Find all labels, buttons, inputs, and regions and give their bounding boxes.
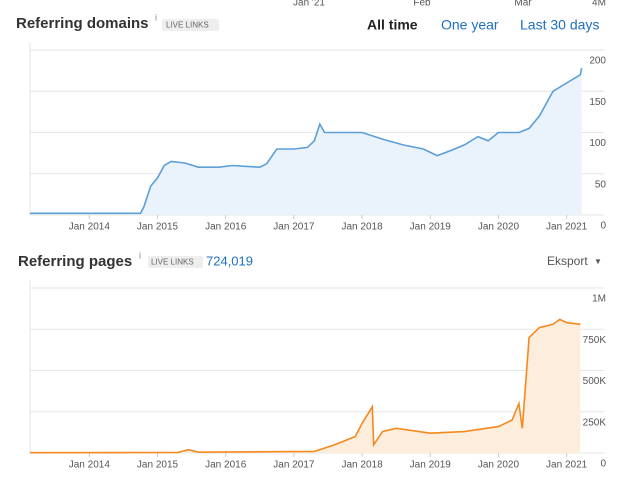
line <box>30 68 583 215</box>
y-tick-label: 150 <box>589 97 606 108</box>
period-tab[interactable]: One year <box>441 17 499 33</box>
x-tick-label: Jan 2021 <box>546 222 588 233</box>
top-axis-label: 4M <box>592 0 606 9</box>
x-tick-label: Jan 2016 <box>205 460 247 471</box>
chart-title: Referring pages <box>18 253 132 270</box>
chart-title: Referring domains <box>16 15 149 32</box>
x-tick-label: Jan 2015 <box>137 460 179 471</box>
x-tick-label: Jan 2014 <box>69 222 111 233</box>
period-tab[interactable]: All time <box>367 17 418 33</box>
x-tick-label: Jan 2020 <box>478 460 520 471</box>
y-tick-label: 0 <box>600 221 606 232</box>
x-tick-label: Jan 2016 <box>205 222 247 233</box>
area-fill <box>30 319 581 453</box>
x-tick-label: Jan 2014 <box>69 460 111 471</box>
x-tick-label: Jan 2018 <box>341 460 383 471</box>
info-icon[interactable]: i <box>155 12 157 22</box>
top-axis-label: Jan '21 <box>293 0 325 9</box>
period-tab[interactable]: Last 30 days <box>520 17 599 33</box>
badge: LIVE LINKS <box>151 258 194 267</box>
badge-bg <box>148 256 203 268</box>
badge-bg <box>162 19 219 31</box>
y-tick-label: 1M <box>592 294 606 305</box>
x-tick-label: Jan 2020 <box>478 222 520 233</box>
x-tick-label: Jan 2017 <box>273 460 315 471</box>
line <box>29 318 581 454</box>
area-fill <box>30 68 582 215</box>
x-tick-label: Jan 2017 <box>273 222 315 233</box>
info-icon[interactable]: i <box>139 250 141 260</box>
y-tick-label: 0 <box>600 459 606 470</box>
export-icon[interactable]: ▼ <box>594 257 602 266</box>
x-tick-label: Jan 2021 <box>546 460 588 471</box>
x-tick-label: Jan 2019 <box>410 460 452 471</box>
export-button[interactable]: Eksport <box>547 254 588 268</box>
y-tick-label: 750K <box>583 335 607 346</box>
y-tick-label: 250K <box>583 417 607 428</box>
y-tick-label: 100 <box>589 138 606 149</box>
x-tick-label: Jan 2015 <box>137 222 179 233</box>
y-tick-label: 200 <box>589 56 606 67</box>
y-tick-label: 50 <box>595 179 607 190</box>
y-tick-label: 500K <box>583 376 607 387</box>
x-tick-label: Jan 2018 <box>341 222 383 233</box>
total-count: 724,019 <box>206 253 253 268</box>
badge: LIVE LINKS <box>166 21 209 30</box>
top-axis-label: Mar <box>514 0 532 9</box>
x-tick-label: Jan 2019 <box>410 222 452 233</box>
top-axis-label: Feb <box>413 0 431 9</box>
